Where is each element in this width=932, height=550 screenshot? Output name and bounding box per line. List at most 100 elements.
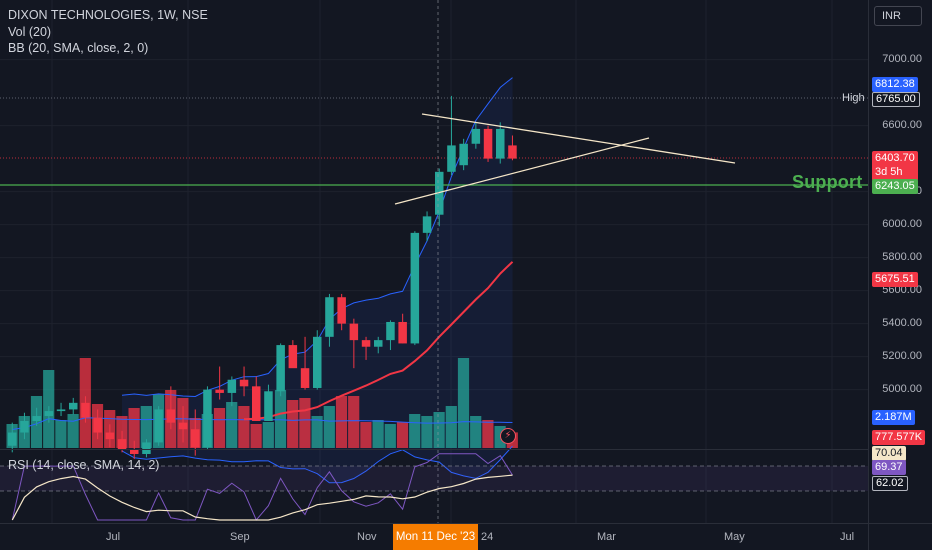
candle-body — [398, 321, 407, 344]
price-tick: 7000.00 — [882, 52, 922, 65]
time-label-24: 24 — [481, 531, 494, 543]
candle-body — [276, 345, 285, 392]
bollinger-basis-line — [243, 261, 514, 421]
high-price-label: 6765.00 — [872, 92, 920, 107]
symbol-title[interactable]: DIXON TECHNOLOGIES, 1W, NSE — [8, 8, 208, 22]
alert-flash-icon[interactable]: ⚡ — [500, 428, 516, 444]
price-tick: 6000.00 — [882, 217, 922, 230]
volume-bar — [238, 406, 250, 448]
crosshair-date-label: Mon 11 Dec '23 — [393, 524, 478, 550]
candle-body — [313, 336, 322, 388]
volume-label: 777.577K — [872, 430, 926, 445]
candle-body — [178, 422, 188, 430]
time-label-mar: Mar — [597, 531, 616, 543]
volume-bar — [348, 396, 360, 448]
candle-body — [435, 171, 444, 215]
currency-button[interactable]: INR — [874, 6, 922, 26]
candle-body — [20, 420, 29, 433]
candle-body — [8, 432, 17, 446]
candle-body — [154, 409, 163, 443]
price-tick: 5000.00 — [882, 382, 922, 395]
volume-bar — [287, 400, 299, 448]
volume-bar — [421, 416, 433, 448]
volume-bar — [311, 416, 323, 448]
price-tick: 5200.00 — [882, 349, 922, 362]
candle-body — [361, 340, 371, 347]
volume-bar — [360, 422, 372, 448]
rsi-ma-line — [11, 474, 513, 521]
time-label-jul: Jul — [106, 531, 121, 543]
candle-body — [496, 128, 505, 159]
volume-bar — [274, 390, 287, 448]
candle-body — [508, 145, 517, 159]
last-price-label: 6403.70 3d 5h — [872, 151, 918, 181]
volume-bar — [140, 406, 152, 448]
candle-body — [252, 386, 261, 421]
high-label: High — [842, 92, 865, 104]
time-label-sep: Sep — [230, 531, 250, 543]
support-price-label: 6243.05 — [872, 179, 918, 194]
volume-bar — [396, 422, 409, 448]
volume-bar — [372, 420, 384, 448]
time-label-jul-next: Jul — [840, 531, 855, 543]
candle-body — [447, 145, 456, 172]
bollinger-band-fill — [122, 77, 513, 483]
candle-body — [105, 432, 115, 440]
candle-body — [337, 297, 346, 324]
volume-bar — [335, 396, 348, 448]
bb-basis-price-label: 5675.51 — [872, 272, 918, 287]
bollinger-lower-line — [121, 445, 513, 484]
candle-body — [325, 297, 334, 337]
volume-bar — [482, 420, 494, 448]
bb-upper-price-label: 6812.38 — [872, 77, 918, 92]
volume-bar — [323, 406, 335, 448]
bollinger-legend[interactable]: BB (20, SMA, close, 2, 0) — [8, 41, 149, 55]
volume-bar — [213, 408, 226, 448]
volume-bar — [384, 424, 396, 448]
volume-bar — [250, 424, 262, 448]
candle-body — [410, 232, 420, 344]
candle-body — [374, 340, 383, 347]
candle-body — [300, 368, 310, 388]
volume-bar — [128, 408, 140, 448]
rsi-band — [0, 466, 868, 491]
time-label-may: May — [724, 531, 745, 543]
volume-ma-label: 2.187M — [872, 410, 915, 425]
candle-body — [227, 379, 237, 393]
price-tick: 6600.00 — [882, 118, 922, 131]
time-label-nov: Nov — [357, 531, 377, 543]
last-price-value: 6403.70 — [875, 152, 915, 164]
rsi-value-label: 69.37 — [872, 460, 906, 475]
rsi-ma-label: 62.02 — [872, 476, 908, 491]
lower-trendline[interactable] — [394, 137, 650, 205]
rsi-upper-label: 70.04 — [872, 446, 906, 461]
candle-body — [93, 417, 102, 433]
candle-body — [142, 442, 151, 454]
candle-body — [483, 128, 493, 159]
candle-body — [81, 402, 90, 418]
candle-body — [459, 143, 468, 166]
volume-legend[interactable]: Vol (20) — [8, 25, 52, 39]
volume-bar — [262, 422, 274, 448]
volume-bar — [299, 398, 311, 448]
volume-bar — [470, 416, 482, 448]
volume-bar — [445, 406, 457, 448]
rsi-legend[interactable]: RSI (14, close, SMA, 14, 2) — [8, 458, 160, 472]
price-tick: 5400.00 — [882, 316, 922, 329]
support-annotation[interactable]: Support — [792, 172, 863, 192]
candle-body — [239, 379, 249, 387]
candle-body — [288, 345, 298, 369]
upper-trendline[interactable] — [421, 113, 736, 164]
candlesticks — [8, 95, 517, 459]
rsi-line — [11, 453, 513, 521]
candle-body — [422, 216, 432, 233]
volume-bar — [55, 420, 67, 448]
candle-body — [215, 389, 224, 393]
candle-body — [264, 391, 273, 421]
candle-body — [203, 389, 212, 448]
volume-bar — [226, 402, 238, 448]
candle-body — [117, 439, 127, 450]
candle-body — [471, 128, 481, 144]
candle-body — [56, 409, 66, 412]
